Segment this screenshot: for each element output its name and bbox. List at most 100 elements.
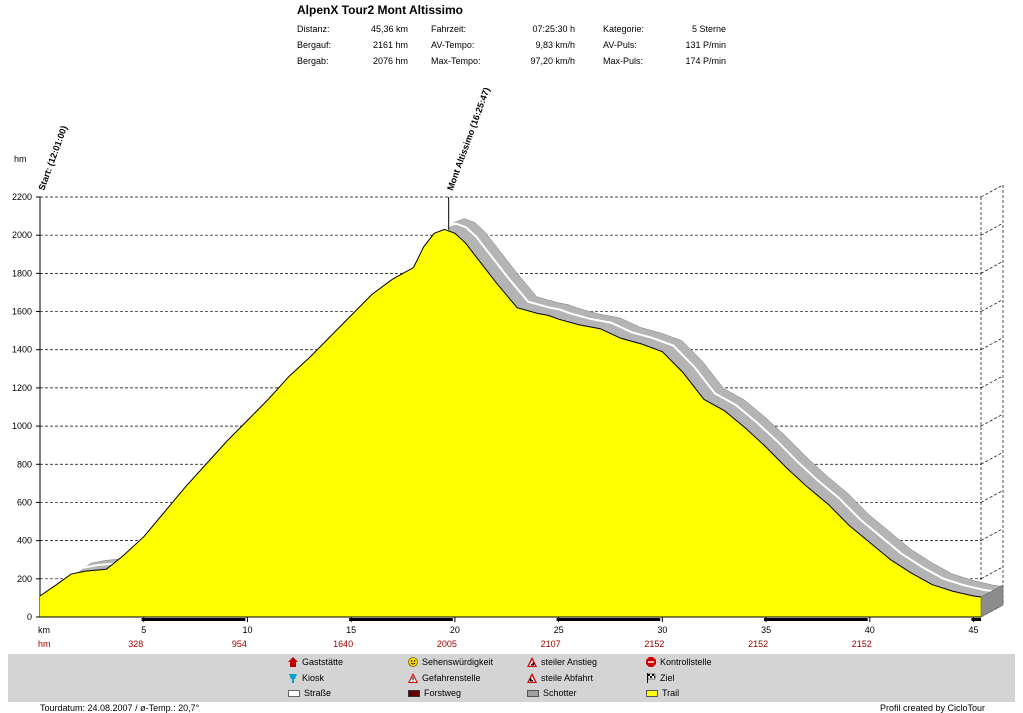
legend-item: Straße [288,688,331,698]
y-tick-label: 1000 [12,421,32,431]
forest-road-swatch [408,689,420,697]
finish-flag-icon [647,673,656,683]
chart-title: AlpenX Tour2 Mont Altissimo [297,3,464,17]
x-tick-label: 30 [657,625,667,635]
hm-cumulative-label: 1640 [333,639,353,649]
x-tick-label: 45 [969,625,979,635]
legend-label: steile Abfahrt [541,673,594,683]
y-tick-label: 800 [17,459,32,469]
legend-label: Schotter [543,688,577,698]
stat-label: AV-Tempo: [431,40,475,50]
grid-depth-line [980,413,1004,427]
grid-depth-line [980,490,1004,503]
hm-cumulative-label: 328 [128,639,143,649]
profile-end-cap [980,584,1004,618]
stat-value: 97,20 km/h [530,56,575,66]
legend-label: Gaststätte [302,657,344,667]
elevation-area [40,229,981,618]
legend-label: Kiosk [302,673,325,683]
stat-label: Distanz: [297,24,330,34]
y-tick-label: 1200 [12,383,32,393]
marker-label: Start: (12:01:00) [36,124,69,191]
legend-label: Kontrollstelle [660,657,712,667]
y-tick-label: 2000 [12,230,32,240]
trail-swatch [646,689,658,697]
grid-depth-line [980,261,1004,274]
legend-label: Trail [662,688,680,698]
grid-depth-line [980,375,1004,389]
hm-unit: hm [38,639,51,649]
y-tick-label: 0 [27,612,32,622]
road-segment-bar [971,618,981,621]
y-tick-label: 1600 [12,307,32,317]
legend-label: Sehenswürdigkeit [422,657,494,667]
stat-value: 5 Sterne [691,24,726,34]
stat-value: 2161 hm [372,40,408,50]
y-tick-label: 1800 [12,268,32,278]
y-axis-unit: hm [14,154,27,164]
legend-label: Gefahrenstelle [422,673,481,683]
stat-value: 131 P/min [685,40,726,50]
x-tick-label: 25 [554,625,564,635]
stat-label: Max-Puls: [603,56,644,66]
credit-footer: Profil created by CicloTour [879,703,985,713]
climb-warning-icon [527,657,537,667]
stat-value: 45,36 km [370,24,408,34]
x-tick-label: 10 [242,625,252,635]
elevation-profile-chart: 0 200 400 600 800 1000 1200 1400 1600 1800 2000 220… [12,86,1004,649]
legend-label: Forstweg [424,688,462,698]
hm-cumulative-label: 2152 [644,639,664,649]
legend-item: Trail [646,688,679,698]
road-segment-bar [141,618,246,621]
gravel-swatch [527,689,539,697]
x-tick-label: 5 [141,625,146,635]
stat-label: Fahrzeit: [431,24,467,34]
legend-item: Schotter [527,688,577,698]
tour-date-footer: Tourdatum: 24.08.2007 / ø-Temp.: 20,7° [40,703,200,713]
y-tick-label: 2200 [12,192,32,202]
road-segment-bar [556,618,661,621]
grid-depth-line [980,184,1004,198]
legend-item: Kontrollstelle [646,657,712,667]
y-tick-label: 400 [17,536,32,546]
elevation-line [39,228,982,598]
legend-item: Ziel [646,673,675,683]
y-tick-label: 1400 [12,345,32,355]
stat-value: 9,83 km/h [535,40,575,50]
stat-label: AV-Puls: [603,40,637,50]
hm-cumulative-label: 2005 [437,639,457,649]
legend-item: Gaststätte [288,657,343,667]
hm-cumulative-label: 2107 [541,639,561,649]
grid-depth-line [980,566,1004,580]
legend-label: steiler Anstieg [541,657,598,667]
legend-item: Gefahrenstelle [408,673,481,683]
road-segment-bar [764,618,868,621]
x-tick-label: 40 [865,625,875,635]
y-tick-label: 600 [17,497,32,507]
stat-value: 2076 hm [372,56,408,66]
stop-icon [646,657,656,667]
legend-item: Sehenswürdigkeit [408,657,493,667]
x-tick-label: 35 [761,625,771,635]
legend-item: steiler Anstieg [527,657,597,667]
stat-value: 174 P/min [685,56,726,66]
x-tick-label: 15 [346,625,356,635]
x-tick-label: 20 [450,625,460,635]
stat-label: Max-Tempo: [431,56,481,66]
hm-cumulative-label: 2152 [852,639,872,649]
stat-label: Kategorie: [603,24,645,34]
road-swatch [288,689,300,697]
grid-depth-line [980,222,1004,236]
grid-depth-line [980,528,1004,541]
marker-label: Mont Altissimo (16:25:47) [445,86,492,192]
grid-depth-line [980,337,1004,351]
danger-icon [408,673,418,683]
legend-item: steile Abfahrt [527,673,593,683]
legend-item: Forstweg [408,688,461,698]
legend-item: Kiosk [288,673,324,683]
road-segment-bar [349,618,453,621]
legend: Gaststätte Sehenswürdigkeit steiler Anst… [8,654,1015,702]
x-axis-unit: km [38,625,50,635]
grid-depth-line [980,299,1004,312]
smiley-icon [408,657,418,667]
